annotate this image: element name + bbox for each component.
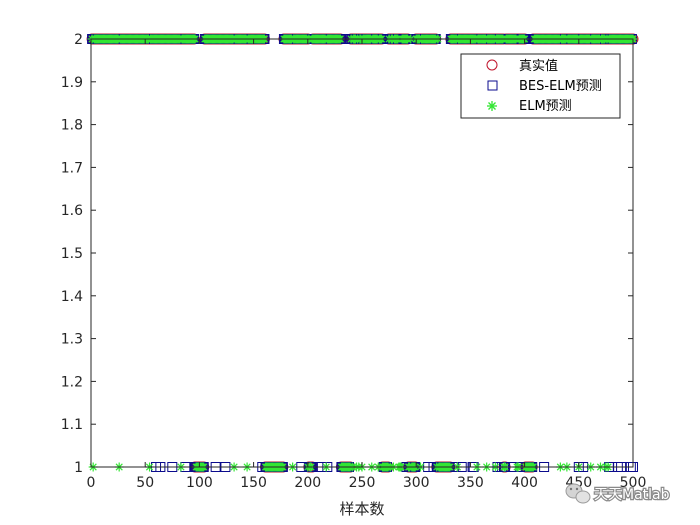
watermark-text: 天天Matlab xyxy=(594,487,670,503)
y-tick-label: 1.4 xyxy=(61,289,83,305)
legend-marker-true xyxy=(486,59,498,71)
legend-marker-elm xyxy=(487,101,497,111)
x-tick-label: 250 xyxy=(349,475,376,491)
legend-label-bes-elm: BES-ELM预测 xyxy=(519,79,602,94)
y-tick-label: 2 xyxy=(74,32,83,48)
y-tick-label: 1.7 xyxy=(61,160,83,176)
legend: 真实值 BES-ELM预测 ELM预测 xyxy=(460,53,621,119)
x-tick-label: 200 xyxy=(294,475,321,491)
y-tick-label: 1.3 xyxy=(61,332,83,348)
y-tick-label: 1.9 xyxy=(61,75,83,91)
wechat-icon xyxy=(565,483,591,504)
x-tick-label: 400 xyxy=(511,475,538,491)
axis-ticks: 0 50 100 150 200 250 300 350 400 450 50011.11.21.3… xyxy=(61,32,647,491)
x-tick-label: 150 xyxy=(240,475,267,491)
x-tick-label: 50 xyxy=(136,475,154,491)
y-tick-label: 1.6 xyxy=(61,203,83,219)
y-tick-label: 1.8 xyxy=(61,118,83,134)
y-tick-label: 1 xyxy=(74,460,83,476)
y-tick-label: 1.1 xyxy=(61,417,83,433)
y-tick-label: 1.5 xyxy=(61,246,83,262)
watermark: 天天Matlab xyxy=(565,483,671,504)
x-tick-label: 100 xyxy=(186,475,213,491)
legend-marker-bes-elm xyxy=(487,80,498,91)
y-tick-label: 1.2 xyxy=(61,374,83,390)
x-tick-label: 500 xyxy=(620,475,647,491)
x-tick-label: 300 xyxy=(403,475,430,491)
x-tick-label: 0 xyxy=(87,475,96,491)
legend-label-true: 真实值 xyxy=(519,58,558,74)
x-tick-label: 350 xyxy=(457,475,484,491)
legend-label-elm: ELM预测 xyxy=(519,99,572,114)
x-axis-label: 样本数 xyxy=(339,500,384,518)
